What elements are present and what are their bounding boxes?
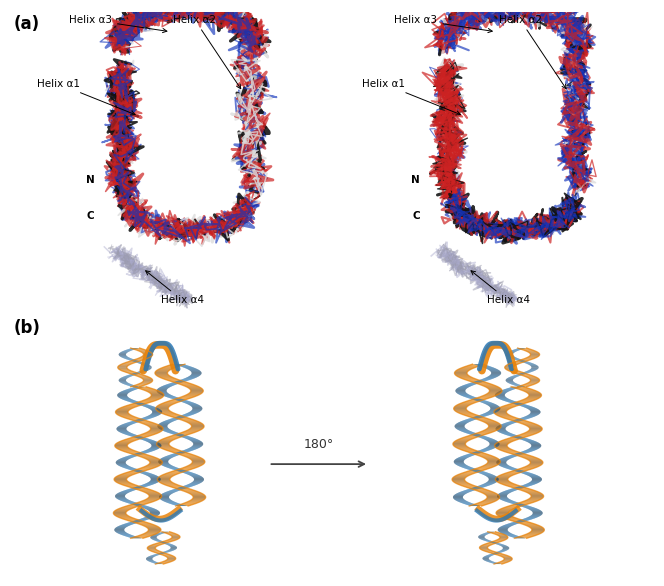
Text: Helix α2: Helix α2: [173, 15, 241, 88]
Text: Helix α1: Helix α1: [363, 79, 460, 115]
Text: Helix α4: Helix α4: [471, 271, 530, 305]
Text: 180°: 180°: [303, 438, 334, 451]
Text: Helix α2: Helix α2: [499, 15, 566, 88]
Text: C: C: [412, 211, 420, 221]
Text: C: C: [87, 211, 94, 221]
Text: Helix α4: Helix α4: [145, 271, 205, 305]
Text: Helix α1: Helix α1: [37, 79, 135, 115]
Text: Helix α3: Helix α3: [69, 15, 167, 33]
Text: N: N: [412, 175, 420, 185]
Text: (a): (a): [13, 15, 39, 33]
Text: (b): (b): [13, 319, 40, 338]
Text: N: N: [86, 175, 95, 185]
Text: Helix α3: Helix α3: [394, 15, 492, 33]
